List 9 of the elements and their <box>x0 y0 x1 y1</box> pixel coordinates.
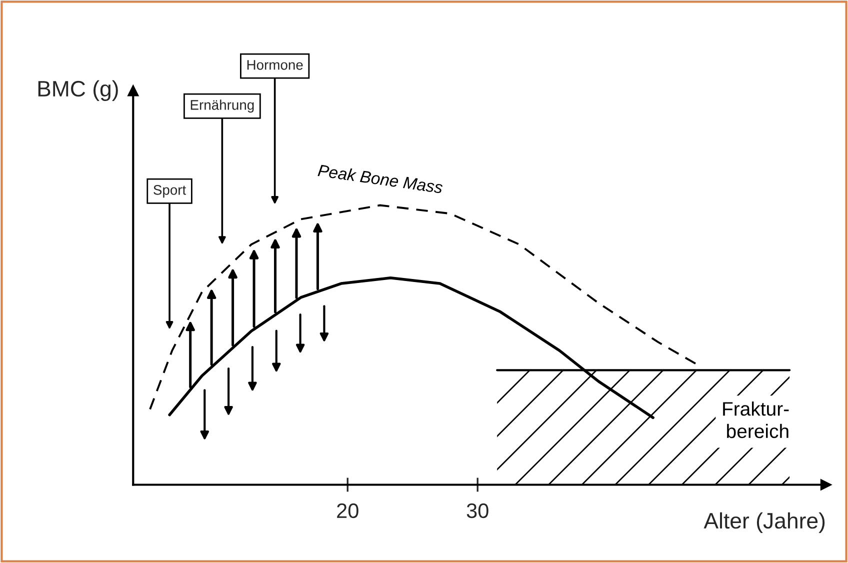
series-label: Fraktur- bereich <box>723 401 789 438</box>
text: Hormone <box>247 60 303 70</box>
y-axis-title: BMC (g) <box>38 80 118 101</box>
x-tick-label: 20 <box>337 503 358 518</box>
x-tick-label: 30 <box>466 503 488 518</box>
text: Peak Bone Mass <box>318 164 444 194</box>
text: Ernährung <box>190 100 254 113</box>
x-axis-title: Alter (Jahre) <box>704 512 825 534</box>
text: Sport <box>154 185 186 198</box>
